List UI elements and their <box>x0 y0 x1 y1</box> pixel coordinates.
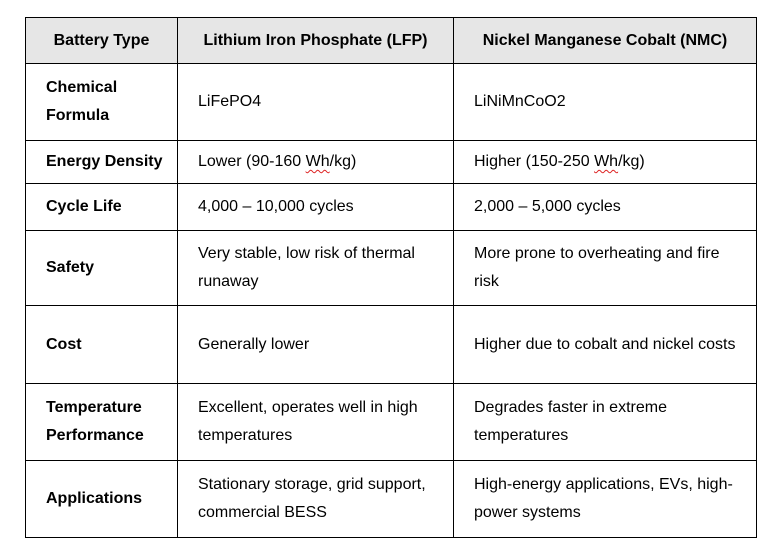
row-label-text: Chemical Formula <box>46 79 118 124</box>
lfp-unit-misspelled: Wh <box>305 153 330 170</box>
row-label: Cost <box>25 305 178 384</box>
row-label: Energy Density <box>25 140 178 184</box>
table-row: Safety Very stable, low risk of thermal … <box>25 230 757 306</box>
nmc-cell: LiNiMnCoO2 <box>453 63 757 141</box>
table-row: Chemical Formula LiFePO4 LiNiMnCoO2 <box>25 63 757 141</box>
nmc-cell: Degrades faster in extreme temperatures <box>453 383 757 461</box>
lfp-text-pre: Lower (90-160 <box>198 153 306 170</box>
lfp-text-post: /kg) <box>329 153 357 170</box>
nmc-text-pre: Higher (150-250 <box>474 153 595 170</box>
table-row: Energy Density Lower (90-160 Wh/kg) High… <box>25 140 757 184</box>
battery-comparison-table: Battery Type Lithium Iron Phosphate (LFP… <box>25 17 757 538</box>
lfp-cell: Very stable, low risk of thermal runaway <box>177 230 454 306</box>
nmc-cell: High-energy applications, EVs, high-powe… <box>453 460 757 538</box>
lfp-cell: Lower (90-160 Wh/kg) <box>177 140 454 184</box>
table-row: Temperature Performance Excellent, opera… <box>25 383 757 461</box>
row-label: Safety <box>25 230 178 306</box>
lfp-cell: Generally lower <box>177 305 454 384</box>
lfp-cell: Excellent, operates well in high tempera… <box>177 383 454 461</box>
nmc-cell: Higher due to cobalt and nickel costs <box>453 305 757 384</box>
nmc-cell: 2,000 – 5,000 cycles <box>453 183 757 231</box>
table-row: Applications Stationary storage, grid su… <box>25 460 757 538</box>
row-label: Applications <box>25 460 178 538</box>
nmc-cell: Higher (150-250 Wh/kg) <box>453 140 757 184</box>
table-row: Cycle Life 4,000 – 10,000 cycles 2,000 –… <box>25 183 757 231</box>
nmc-unit-misspelled: Wh <box>594 153 619 170</box>
header-nmc: Nickel Manganese Cobalt (NMC) <box>453 17 757 64</box>
header-battery-type: Battery Type <box>25 17 178 64</box>
header-lfp: Lithium Iron Phosphate (LFP) <box>177 17 454 64</box>
nmc-cell: More prone to overheating and fire risk <box>453 230 757 306</box>
table-row: Cost Generally lower Higher due to cobal… <box>25 305 757 384</box>
header-row: Battery Type Lithium Iron Phosphate (LFP… <box>25 17 757 64</box>
nmc-text-post: /kg) <box>618 153 645 170</box>
lfp-cell: Stationary storage, grid support, commer… <box>177 460 454 538</box>
row-label: Temperature Performance <box>25 383 178 461</box>
lfp-cell: LiFePO4 <box>177 63 454 141</box>
lfp-cell: 4,000 – 10,000 cycles <box>177 183 454 231</box>
row-label: Chemical Formula <box>25 63 178 141</box>
row-label: Cycle Life <box>25 183 178 231</box>
